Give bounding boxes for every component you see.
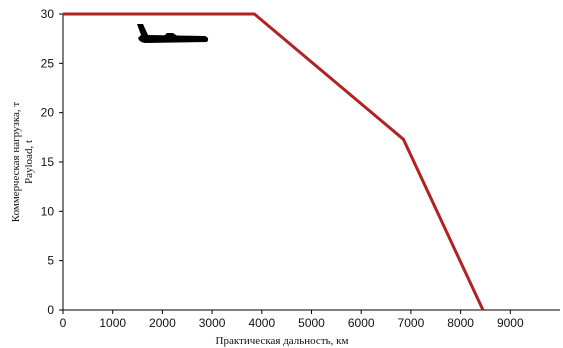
plot-frame (62, 14, 560, 311)
x-tick-label: 9000 (497, 316, 524, 330)
x-tick-label: 8000 (447, 316, 474, 330)
airplane-icon (137, 24, 209, 43)
y-axis-title-ru: Коммерческая нагрузка, т (10, 102, 22, 223)
series-layer (62, 12, 485, 311)
x-tick-label: 6000 (348, 316, 375, 330)
x-axis-title: Практическая дальность, км (216, 335, 349, 347)
x-tick-label: 0 (60, 316, 67, 330)
x-tick-label: 1000 (99, 316, 126, 330)
y-tick-label: 5 (47, 254, 54, 268)
y-tick-label: 25 (41, 56, 55, 70)
y-tick-label: 15 (41, 155, 55, 169)
y-tick-label: 0 (47, 303, 54, 317)
x-tick-label: 2000 (149, 316, 176, 330)
x-tick-label: 4000 (248, 316, 275, 330)
y-tick-label: 30 (41, 7, 55, 21)
x-tick-label: 7000 (398, 316, 425, 330)
x-axis-ticks: 0 1000 2000 3000 4000 5000 6000 7000 8000 9000 (60, 310, 524, 330)
y-tick-label: 10 (41, 204, 55, 218)
y-axis-ticks: 0 5 10 15 20 25 30 (41, 7, 63, 317)
y-tick-label: 20 (41, 106, 55, 120)
y-axis-title-en: Payload, t (23, 140, 35, 184)
x-tick-label: 5000 (298, 316, 325, 330)
x-tick-label: 3000 (199, 316, 226, 330)
payload-range-line (63, 12, 485, 311)
